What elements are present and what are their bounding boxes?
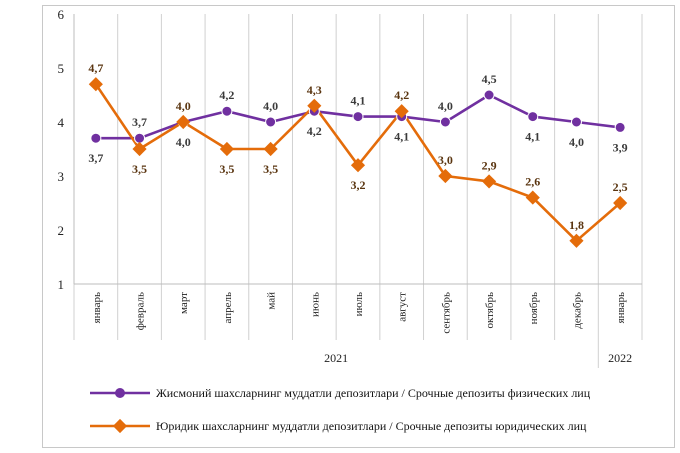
data-label-legal: 1,8 (569, 218, 584, 232)
data-label-legal: 2,5 (613, 180, 628, 194)
data-point-physical (265, 116, 277, 128)
legend-item-physical: Жисмоний шахсларнинг муддатли депозитлар… (90, 386, 591, 400)
data-label-legal: 3,5 (263, 162, 278, 176)
data-label-physical: 4,2 (219, 88, 234, 102)
data-point-legal (482, 174, 497, 189)
data-label-physical: 3,9 (613, 140, 628, 154)
data-point-legal (307, 98, 322, 113)
data-label-physical: 4,1 (351, 94, 366, 108)
data-label-physical: 4,0 (263, 99, 278, 113)
data-label-physical: 3,7 (132, 115, 147, 129)
year-label: 2021 (324, 351, 348, 365)
data-label-legal: 3,2 (351, 178, 366, 192)
legend-item-legal: Юридик шахсларнинг муддатли депозитлари … (90, 418, 587, 434)
data-label-physical: 4,0 (569, 135, 584, 149)
data-point-legal (438, 168, 453, 184)
data-point-legal (88, 77, 103, 92)
data-label-physical: 4,2 (307, 124, 322, 138)
x-tick-label: январь (615, 292, 627, 323)
y-tick-label: 1 (58, 277, 65, 292)
legend-label-physical: Жисмоний шахсларнинг муддатли депозитлар… (156, 386, 591, 400)
data-points (88, 77, 628, 248)
legend-marker-legal (112, 418, 128, 434)
data-label-physical: 4,0 (176, 135, 191, 149)
data-point-physical (439, 116, 451, 128)
data-label-legal: 2,9 (482, 158, 497, 172)
data-point-legal (176, 114, 191, 130)
data-point-physical (614, 121, 626, 133)
data-point-legal (394, 104, 409, 119)
x-tick-label: ноябрь (528, 292, 540, 324)
x-tick-label: июнь (309, 292, 321, 317)
y-tick-label: 6 (58, 7, 65, 22)
data-label-legal: 4,3 (307, 83, 322, 97)
chart-frame (42, 5, 675, 448)
data-label-legal: 3,5 (132, 162, 147, 176)
x-tick-label: август (397, 292, 409, 322)
data-label-physical: 4,1 (525, 130, 540, 144)
data-point-legal (350, 158, 366, 173)
y-tick-label: 4 (58, 115, 65, 130)
data-point-physical (221, 105, 233, 117)
data-label-physical: 4,1 (394, 130, 409, 144)
x-tick-label: октябрь (484, 292, 496, 329)
x-axis: январь февраль март апрель май июнь июль август… (91, 292, 632, 368)
y-tick-label: 2 (58, 223, 65, 238)
legend: Жисмоний шахсларнинг муддатли депозитлар… (90, 386, 591, 434)
data-label-legal: 3,0 (438, 153, 453, 167)
data-labels: 3,7 3,7 4,0 4,2 4,0 4,2 4,1 4,1 4,0 4,5 4,1 4,0 3,9 4… (88, 61, 627, 232)
x-tick-label: апрель (222, 292, 234, 324)
y-axis: 1 2 3 4 5 6 (58, 7, 642, 292)
y-tick-label: 3 (58, 169, 65, 184)
year-label: 2022 (608, 351, 632, 365)
x-tick-label: декабрь (571, 292, 583, 329)
data-label-physical: 4,5 (482, 72, 497, 86)
data-point-physical (352, 111, 364, 123)
data-point-legal (613, 195, 628, 211)
data-label-legal: 4,2 (394, 88, 409, 102)
data-label-legal: 2,6 (525, 175, 540, 189)
y-tick-label: 5 (58, 61, 65, 76)
data-point-legal (132, 141, 147, 157)
legend-label-legal: Юридик шахсларнинг муддатли депозитлари … (156, 419, 587, 433)
x-tick-label: июль (353, 292, 365, 316)
vertical-gridlines (73, 14, 643, 340)
data-point-physical (483, 89, 495, 101)
data-label-legal: 4,0 (176, 99, 191, 113)
data-label-physical: 3,7 (88, 151, 103, 165)
legend-marker-physical (115, 388, 125, 398)
x-tick-label: январь (91, 292, 103, 323)
data-point-legal (569, 233, 584, 248)
x-tick-label: февраль (135, 292, 147, 330)
data-point-physical (570, 116, 582, 128)
data-point-physical (90, 132, 102, 144)
data-point-legal (219, 141, 234, 157)
x-tick-label: май (266, 292, 278, 310)
data-label-physical: 4,0 (438, 99, 453, 113)
x-tick-label: сентябрь (440, 292, 452, 334)
data-point-legal (263, 141, 278, 157)
x-tick-label: март (178, 292, 190, 314)
data-point-physical (134, 132, 146, 144)
data-point-physical (527, 111, 539, 123)
data-label-legal: 3,5 (219, 162, 234, 176)
data-point-legal (525, 190, 540, 205)
data-label-legal: 4,7 (88, 61, 103, 75)
